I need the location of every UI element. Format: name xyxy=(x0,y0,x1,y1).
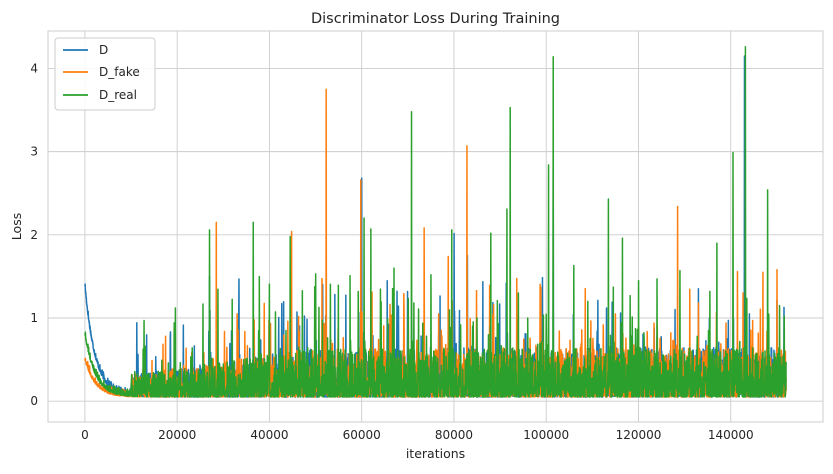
x-tick-label: 140000 xyxy=(708,428,754,442)
legend-label-d-real: D_real xyxy=(99,88,137,102)
legend-box xyxy=(54,37,156,111)
y-tick-label: 2 xyxy=(30,228,38,242)
x-tick-label: 80000 xyxy=(435,428,473,442)
x-tick-label: 20000 xyxy=(158,428,196,442)
y-axis-label: Loss xyxy=(9,213,24,240)
y-tick-label: 0 xyxy=(30,394,38,408)
series-layer xyxy=(84,46,787,398)
legend: D D_fake D_real xyxy=(54,37,156,111)
series-d-real xyxy=(84,46,787,398)
x-axis-label: iterations xyxy=(406,446,465,461)
x-tick-label: 0 xyxy=(81,428,89,442)
x-tick-label: 60000 xyxy=(343,428,381,442)
legend-label-d: D xyxy=(99,43,108,57)
legend-label-d-fake: D_fake xyxy=(99,65,140,79)
tick-labels: 0 20000 40000 60000 80000 100000 120000 140000 0… xyxy=(30,61,753,442)
y-tick-label: 1 xyxy=(30,311,38,325)
x-tick-label: 120000 xyxy=(616,428,662,442)
x-tick-label: 40000 xyxy=(250,428,288,442)
y-tick-label: 3 xyxy=(30,145,38,159)
chart-title: Discriminator Loss During Training xyxy=(311,11,560,27)
y-tick-label: 4 xyxy=(30,61,38,75)
x-tick-label: 100000 xyxy=(523,428,569,442)
